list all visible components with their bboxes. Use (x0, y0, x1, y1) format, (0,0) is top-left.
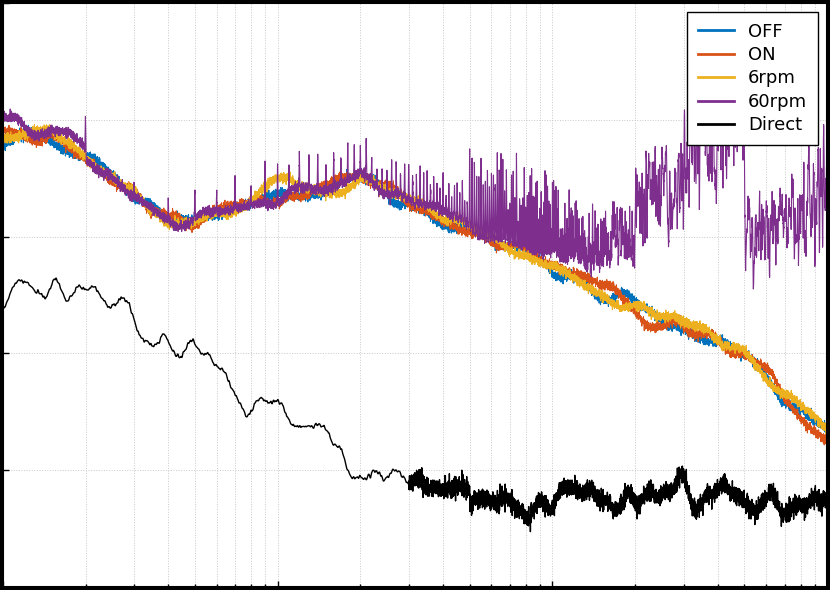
ON (823, 437, 830, 444)
Direct (51, 274, 61, 281)
Direct (522, 521, 532, 528)
6rpm (29, 121, 39, 128)
6rpm (609, 297, 619, 304)
6rpm (486, 233, 496, 240)
60rpm (39, 130, 49, 137)
ON (819, 441, 829, 448)
OFF (823, 425, 830, 432)
6rpm (39, 124, 49, 132)
Direct (486, 503, 496, 510)
6rpm (0, 137, 7, 144)
OFF (23, 122, 33, 129)
OFF (820, 429, 830, 436)
Direct (653, 498, 663, 505)
60rpm (736, 34, 746, 41)
60rpm (653, 206, 663, 214)
Legend: OFF, ON, 6rpm, 60rpm, Direct: OFF, ON, 6rpm, 60rpm, Direct (687, 12, 818, 145)
OFF (609, 298, 619, 305)
OFF (0, 140, 7, 148)
OFF (39, 134, 49, 141)
Direct (609, 503, 619, 510)
60rpm (486, 236, 496, 243)
Direct (525, 528, 535, 535)
60rpm (749, 286, 759, 293)
Line: 6rpm: 6rpm (2, 124, 828, 434)
Line: OFF: OFF (2, 125, 828, 432)
60rpm (521, 246, 531, 253)
ON (653, 326, 663, 333)
ON (296, 195, 306, 202)
60rpm (0, 112, 7, 119)
6rpm (522, 247, 532, 254)
ON (609, 286, 619, 293)
60rpm (609, 224, 619, 231)
OFF (296, 194, 306, 201)
Direct (823, 496, 830, 503)
ON (486, 238, 496, 245)
ON (522, 244, 532, 251)
Line: ON: ON (2, 125, 828, 445)
60rpm (296, 182, 306, 189)
Direct (0, 304, 7, 312)
6rpm (653, 311, 663, 318)
ON (0, 129, 7, 136)
OFF (522, 250, 532, 257)
Line: 60rpm: 60rpm (2, 37, 828, 289)
ON (39, 134, 49, 141)
OFF (486, 238, 496, 245)
Line: Direct: Direct (2, 278, 828, 532)
Direct (296, 423, 306, 430)
OFF (653, 316, 663, 323)
Direct (39, 293, 49, 300)
60rpm (823, 274, 830, 281)
ON (4, 122, 14, 129)
6rpm (296, 179, 306, 186)
6rpm (823, 430, 830, 437)
